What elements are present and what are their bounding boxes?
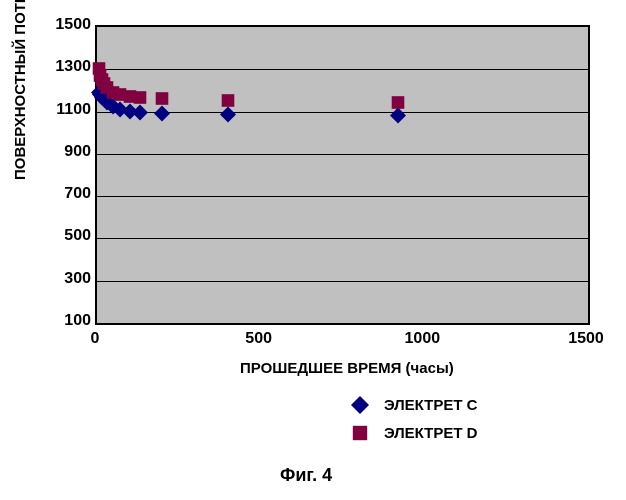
y-tick-label: 500 bbox=[41, 227, 91, 245]
x-tick-label: 1000 bbox=[405, 330, 441, 348]
gridline bbox=[97, 154, 588, 155]
square-marker bbox=[221, 94, 235, 113]
x-tick-label: 500 bbox=[245, 330, 272, 348]
x-axis-label: ПРОШЕДШЕЕ ВРЕМЯ (часы) bbox=[240, 360, 454, 377]
y-tick-label: 1300 bbox=[41, 58, 91, 76]
gridline bbox=[97, 69, 588, 70]
y-tick-label: 900 bbox=[41, 143, 91, 161]
x-tick-label: 0 bbox=[91, 330, 100, 348]
gridline bbox=[97, 196, 588, 197]
gridline bbox=[97, 112, 588, 113]
gridline bbox=[97, 238, 588, 239]
gridline bbox=[97, 281, 588, 282]
legend-item: ЭЛЕКТРЕТ D bbox=[350, 423, 478, 443]
diamond-icon bbox=[350, 395, 370, 415]
plot-area bbox=[95, 25, 590, 325]
x-tick-label: 1500 bbox=[568, 330, 604, 348]
legend-item: ЭЛЕКТРЕТ C bbox=[350, 395, 478, 415]
legend-label: ЭЛЕКТРЕТ C bbox=[384, 397, 478, 414]
y-tick-label: 700 bbox=[41, 185, 91, 203]
square-marker bbox=[155, 92, 169, 111]
y-tick-label: 300 bbox=[41, 270, 91, 288]
legend: ЭЛЕКТРЕТ C ЭЛЕКТРЕТ D bbox=[350, 395, 478, 451]
y-tick-label: 1500 bbox=[41, 16, 91, 34]
legend-label: ЭЛЕКТРЕТ D bbox=[384, 425, 478, 442]
square-marker bbox=[133, 90, 147, 109]
y-tick-label: 1100 bbox=[41, 101, 91, 119]
y-axis-label: ПОВЕРХНОСТНЫЙ ПОТЕНЦИАЛ (В) bbox=[12, 0, 29, 180]
y-tick-label: 100 bbox=[41, 312, 91, 330]
figure-caption: Фиг. 4 bbox=[280, 465, 332, 486]
square-icon bbox=[350, 423, 370, 443]
square-marker bbox=[391, 96, 405, 115]
